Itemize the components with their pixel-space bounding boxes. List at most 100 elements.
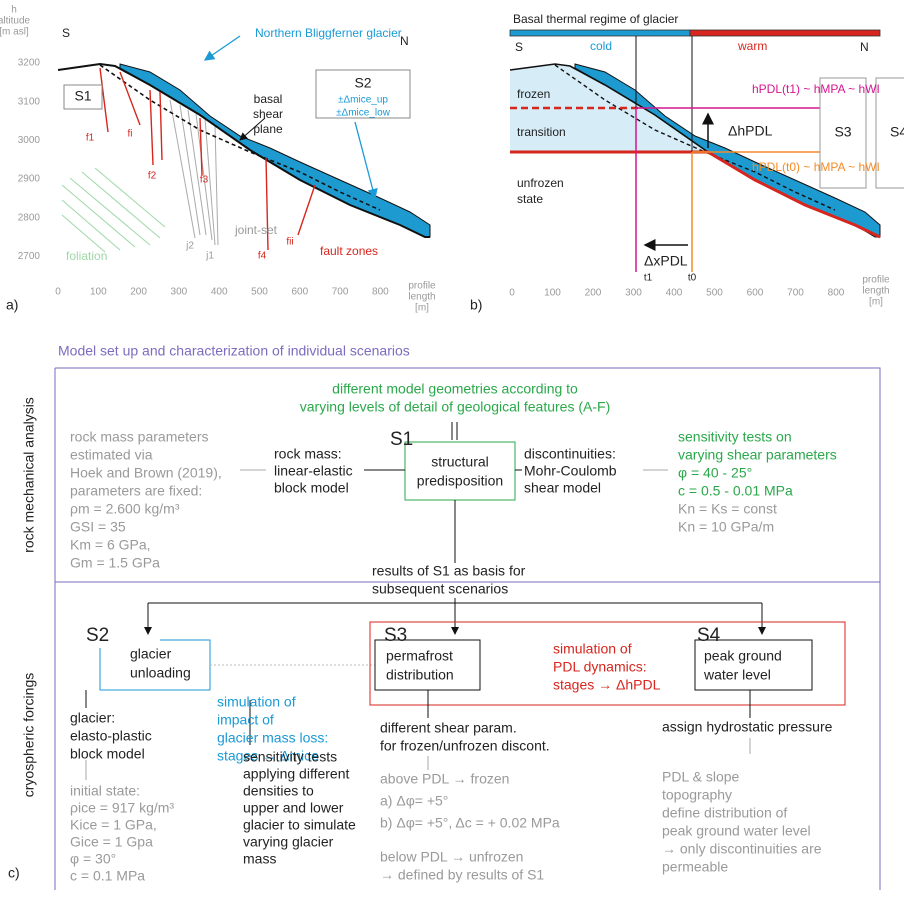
water-level: define distribution of xyxy=(662,805,787,821)
density-tests: densities to xyxy=(243,783,314,799)
x-tick-label: 600 xyxy=(291,287,308,298)
x-tick-label: 800 xyxy=(828,288,845,299)
x-tick-label: 500 xyxy=(251,287,268,298)
pdl-simulation: simulation of xyxy=(553,641,632,657)
axis-title: [m] xyxy=(415,303,429,314)
x-tick-label: 0 xyxy=(509,288,515,299)
rock-mass: rock mass: xyxy=(274,446,342,462)
box-text: structural xyxy=(431,454,489,470)
box-text: predisposition xyxy=(417,473,503,489)
water-level: PDL & slope xyxy=(662,769,740,785)
below-pdl: → defined by results of S1 xyxy=(380,867,544,883)
axis-title: length xyxy=(408,292,435,303)
axis-title: profile xyxy=(862,275,890,286)
glacier-model: glacier: xyxy=(70,710,115,726)
fault-label: f4 xyxy=(258,251,267,262)
panel-b-drawing xyxy=(509,29,904,272)
glacier-model: block model xyxy=(70,746,145,762)
y-tick-label: 3000 xyxy=(18,135,41,146)
x-tick-label: 700 xyxy=(787,288,804,299)
time-label: t1 xyxy=(644,273,653,284)
pdl-simulation: stages → ΔhPDL xyxy=(553,677,661,693)
glacier-name: Northern Bliggferner glacier xyxy=(255,26,402,40)
box-text: distribution xyxy=(386,667,454,683)
x-tick-label: 400 xyxy=(211,287,228,298)
glacier-model: elasto-plastic xyxy=(70,728,152,744)
joint-label: j2 xyxy=(185,241,194,252)
s2-simulation: glacier mass loss: xyxy=(217,730,328,746)
initial-state: Kice = 1 GPa, xyxy=(70,817,157,833)
initial-state: initial state: xyxy=(70,783,140,799)
initial-state: ρice = 917 kg/m³ xyxy=(70,800,174,816)
axis-title: altitude xyxy=(0,16,31,27)
discontinuities: discontinuities: xyxy=(524,446,616,462)
section-label: rock mechanical analysis xyxy=(21,397,37,553)
zone-label: state xyxy=(517,192,543,206)
fault-zones-label: fault zones xyxy=(320,244,378,258)
scenario-label: S4 xyxy=(890,124,904,140)
box-text: peak ground xyxy=(704,648,782,664)
rock-params: parameters are fixed: xyxy=(70,483,202,499)
fault-label: fii xyxy=(286,237,293,248)
x-tick-label: 600 xyxy=(747,288,764,299)
pdl-level-label: hPDL(t1) ~ hMPA ~ hWI xyxy=(752,82,880,96)
y-tick-label: 2900 xyxy=(18,174,41,185)
scenario-label: S1 xyxy=(74,88,91,104)
box-text: permafrost xyxy=(386,648,453,664)
shear-sensitivity: varying shear parameters xyxy=(678,447,837,463)
below-pdl: below PDL → unfrozen xyxy=(380,849,523,865)
joint-set-label: joint-set xyxy=(234,223,278,237)
x-tick-label: 300 xyxy=(625,288,642,299)
above-pdl: above PDL → frozen xyxy=(380,771,509,787)
density-tests: varying glacier xyxy=(243,834,334,850)
panel-label: a) xyxy=(6,297,18,313)
above-pdl: b) Δφ= +5°, Δc = + 0.02 MPa xyxy=(380,815,560,831)
rock-mass: linear-elastic xyxy=(274,463,353,479)
scenario-title: S4 xyxy=(697,625,721,646)
x-tick-label: 300 xyxy=(171,287,188,298)
regime-label: warm xyxy=(737,39,767,53)
x-tick-label: 500 xyxy=(706,288,723,299)
x-tick-label: 400 xyxy=(666,288,683,299)
panel-title: Model set up and characterization of ind… xyxy=(58,343,410,359)
discontinuities: shear model xyxy=(524,480,601,496)
box-text: water level xyxy=(703,667,771,683)
density-tests: mass xyxy=(243,851,276,867)
geometry-text: different model geometries according to xyxy=(332,381,578,397)
y-tick-label: 2800 xyxy=(18,212,41,223)
x-tick-label: 200 xyxy=(130,287,147,298)
fault-label: f1 xyxy=(86,133,95,144)
y-tick-label: 3200 xyxy=(18,58,41,69)
x-tick-label: 700 xyxy=(332,287,349,298)
pdl-simulation: PDL dynamics: xyxy=(553,659,647,675)
shear-sensitivity: sensitivity tests on xyxy=(678,429,792,445)
density-tests: applying different xyxy=(243,766,349,782)
density-tests: glacier to simulate xyxy=(243,817,356,833)
s2-simulation: impact of xyxy=(217,712,274,728)
fault-label: fi xyxy=(128,129,133,140)
axis-title: h xyxy=(11,5,17,16)
panel-label: b) xyxy=(470,297,482,313)
scenario-title: S3 xyxy=(384,625,407,646)
results-text: results of S1 as basis for xyxy=(372,563,526,579)
direction: N xyxy=(400,34,409,48)
fault-label: f2 xyxy=(148,171,157,182)
water-level: → only discontinuities are xyxy=(662,841,822,857)
rock-params: Gm = 1.5 GPa xyxy=(70,555,160,571)
delta-h-label: ΔhPDL xyxy=(728,123,773,139)
panel-a-drawing xyxy=(57,35,431,253)
panel-c-frame xyxy=(54,367,881,890)
shear-param: different shear param. xyxy=(380,720,517,736)
zone-label: frozen xyxy=(517,87,550,101)
x-tick-label: 0 xyxy=(55,287,61,298)
direction: N xyxy=(860,40,869,54)
axis-title: [m asl] xyxy=(0,27,29,38)
delta-x-label: ΔxPDL xyxy=(644,253,688,269)
axis-title: length xyxy=(862,286,889,297)
s2-text: ±Δmice_low xyxy=(336,108,391,119)
shear-sensitivity: c = 0.5 - 0.01 MPa xyxy=(678,483,793,499)
shear-plane-label: plane xyxy=(253,122,283,136)
geometry-text: varying levels of detail of geological f… xyxy=(300,399,610,415)
shear-plane-label: basal xyxy=(254,92,283,106)
